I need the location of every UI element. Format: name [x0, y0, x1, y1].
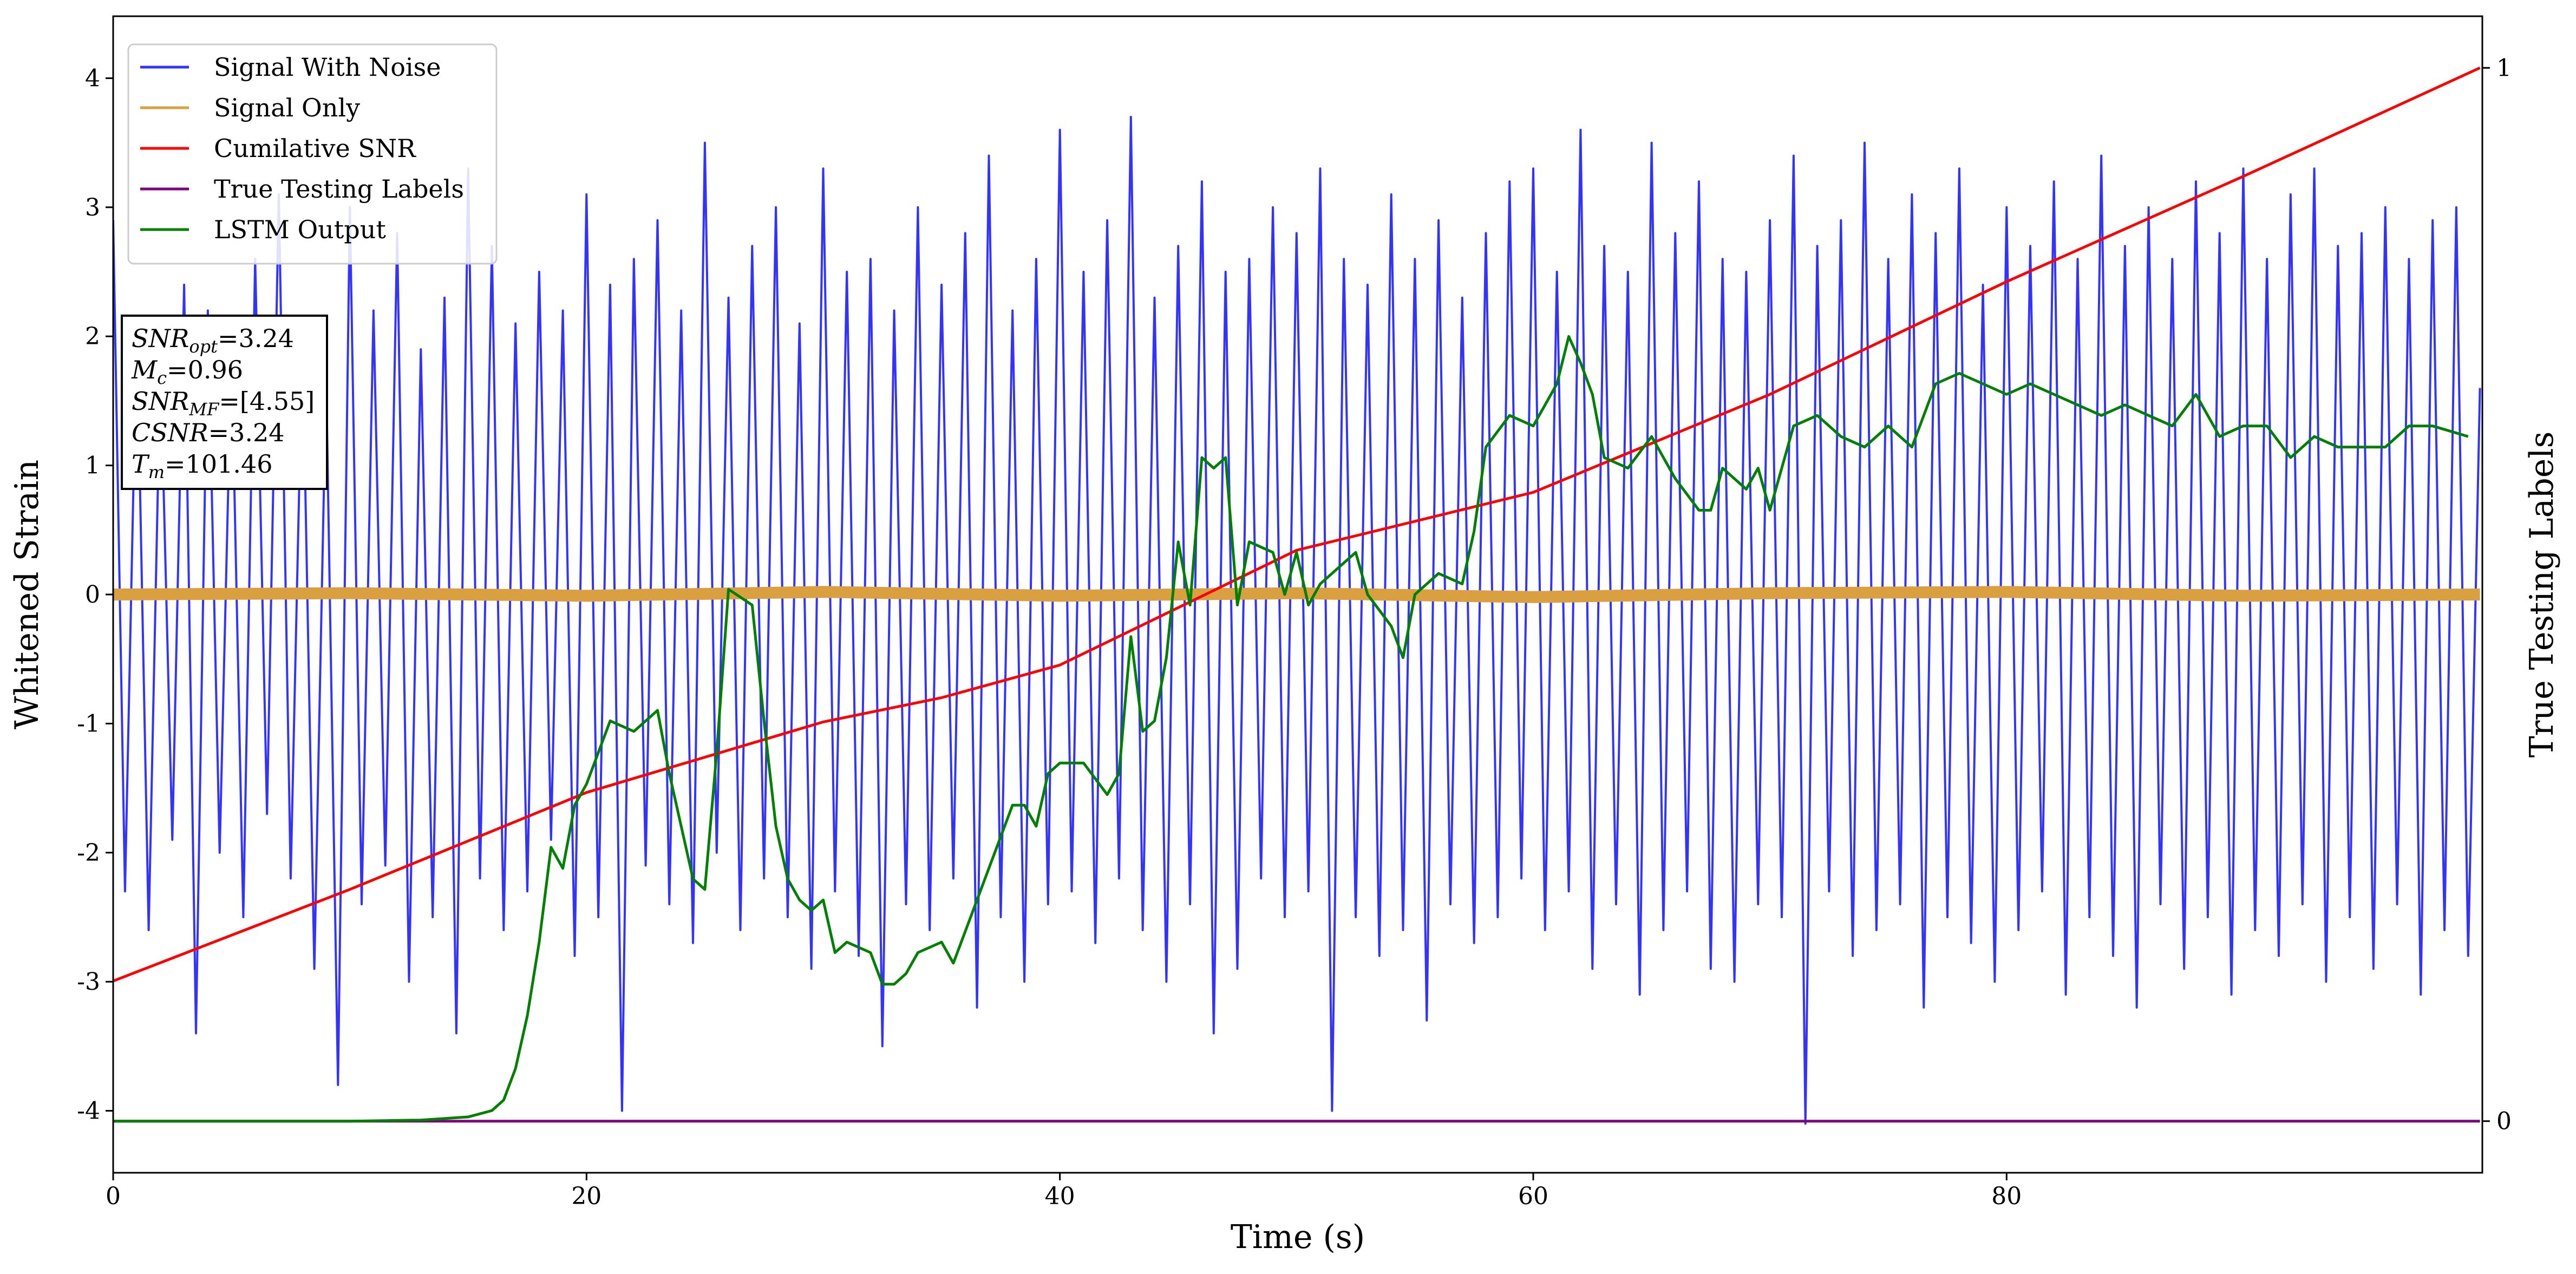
annotation-symbol: SNR	[132, 324, 189, 353]
annotation-symbol: CSNR	[132, 418, 208, 447]
series-line	[113, 115, 2481, 1125]
annotation-value: =101.46	[165, 449, 273, 479]
x-axis-label: Time (s)	[1231, 1218, 1365, 1256]
annotation-value: =0.96	[167, 355, 243, 384]
annotation-symbol: T	[132, 449, 150, 479]
annotation-line: Tm=101.46	[132, 449, 273, 482]
y2-tick-label: 1	[2496, 54, 2512, 82]
x-tick-label: 60	[1518, 1182, 1548, 1210]
legend: Signal With Noise Signal Only Cumilative S…	[127, 43, 498, 265]
annotation-value: =[4.55]	[219, 387, 315, 416]
legend-label: True Testing Labels	[214, 174, 464, 204]
annotation-value: =3.24	[208, 418, 285, 447]
legend-frame	[127, 43, 498, 265]
x-tick-label: 20	[571, 1182, 601, 1210]
y-tick-label: 0	[85, 581, 100, 609]
legend-label: Cumilative SNR	[214, 134, 416, 163]
annotation-value: =3.24	[218, 324, 294, 353]
annotation-line: SNRopt=3.24	[132, 324, 294, 357]
legend-label: Signal Only	[214, 93, 360, 122]
annotation-subscript: opt	[189, 336, 218, 357]
x-tick-label: 0	[106, 1182, 121, 1210]
y-tick-label: -1	[77, 710, 100, 737]
annotation-line: CSNR=3.24	[132, 418, 285, 447]
y2-tick-label: 0	[2496, 1108, 2512, 1135]
annotation-line: SNRMF=[4.55]	[132, 387, 315, 420]
annotation-symbol: M	[131, 355, 158, 384]
annotation-symbol: SNR	[132, 387, 189, 416]
x-tick-label: 40	[1045, 1182, 1075, 1210]
annotation-subscript: m	[148, 462, 165, 482]
x-tick-label: 80	[1991, 1182, 2022, 1210]
annotation-box: SNRopt=3.24Mc=0.96SNRMF=[4.55]CSNR=3.24T…	[121, 315, 328, 490]
y-tick-label: -2	[77, 839, 100, 867]
y-tick-label: -4	[77, 1097, 100, 1125]
series-line	[113, 67, 2481, 983]
y-axis-label: Whitened Strain	[8, 460, 46, 729]
annotation-line: Mc=0.96	[131, 355, 243, 388]
legend-label: LSTM Output	[214, 215, 386, 244]
y-tick-label: 1	[85, 452, 100, 480]
y-tick-label: 2	[85, 323, 100, 350]
y-tick-label: 3	[85, 194, 100, 221]
annotation-subscript: MF	[188, 399, 220, 420]
y2-axis-label: True Testing Labels	[2523, 432, 2561, 758]
annotation-subscript: c	[157, 368, 167, 388]
plot-area	[113, 67, 2481, 1125]
series-line	[113, 335, 2469, 1123]
annotation-frame	[121, 315, 328, 490]
y-tick-label: -3	[77, 968, 100, 996]
series-line	[113, 586, 2480, 603]
y-tick-label: 4	[85, 64, 100, 92]
legend-label: Signal With Noise	[214, 53, 441, 82]
